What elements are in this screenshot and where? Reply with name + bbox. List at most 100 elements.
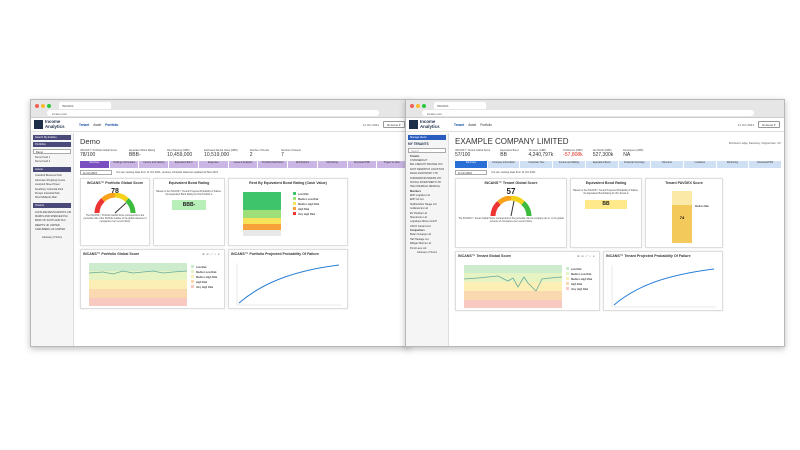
tab[interactable]: Monitoring bbox=[317, 161, 347, 168]
sidebar-item-tenant[interactable]: BAL FREIGHT FRANCE LTD bbox=[410, 163, 443, 167]
global-score-card: INCANS™ Tenant Global Score 57 The INCAN… bbox=[455, 178, 567, 248]
manage-alerts-button[interactable]: Manage Alerts bbox=[408, 135, 446, 140]
global-score-line-chart: Low Risk Medium Low Risk Medium High Ris… bbox=[463, 265, 593, 308]
tab[interactable]: Project to Jobs bbox=[377, 161, 407, 168]
sidebar-item-member[interactable]: EDH Logistics Ltd bbox=[410, 194, 430, 198]
summary-stats: INCANS™ Tenant Global Score 57/100 Equiva… bbox=[455, 149, 644, 158]
portfolio-global-score-chart: INCANS™ Portfolio Global Score ⊕ ⊖ ⤢ ⌂ ≡… bbox=[80, 249, 225, 309]
sidebar-item-competitor[interactable]: Bolan Grouppe Ltd bbox=[410, 233, 431, 237]
svg-text:High Risk: High Risk bbox=[571, 282, 583, 286]
nav-asset[interactable]: Asset bbox=[93, 123, 102, 127]
tab[interactable]: Distributions bbox=[288, 161, 317, 168]
sidebar-item-member[interactable]: EDH Gh Ltd bbox=[410, 198, 424, 202]
logo[interactable]: Income Analytics bbox=[409, 119, 440, 130]
tab[interactable]: Expenses bbox=[198, 161, 228, 168]
svg-text:Low Risk: Low Risk bbox=[298, 192, 309, 196]
tab[interactable]: Download PDF bbox=[347, 161, 377, 168]
tab[interactable]: Holdings Information bbox=[109, 161, 139, 168]
date-select[interactable]: 11 Oct 2021 bbox=[455, 170, 487, 175]
tab[interactable]: Equivalent Bond bbox=[585, 161, 618, 168]
bond-rating-badge: BBB- bbox=[172, 200, 206, 210]
user-menu-button[interactable]: Hi demo ▾ bbox=[383, 121, 405, 128]
tenant-pof-chart: INCANS™ Tenant Projected Probability Of … bbox=[603, 251, 723, 311]
pavdex-score-card: Tenant PAVDEX Score 74 Medium Risk bbox=[645, 178, 723, 248]
sidebar-item-tenant[interactable]: TEE CHEMICAL MEDICAL bbox=[410, 185, 441, 189]
sidebar-item-asset[interactable]: Southbury Industrial Park bbox=[35, 187, 64, 191]
tab[interactable]: Equivalent Bond bbox=[169, 161, 198, 168]
score-value: 78 bbox=[111, 188, 119, 195]
tab[interactable]: Corporate Tree bbox=[520, 161, 553, 168]
tab[interactable]: Financial Summary bbox=[618, 161, 651, 168]
sidebar-item-tenant[interactable]: CHANNEDIGIT bbox=[410, 159, 428, 163]
sidebar-item-tenant[interactable]: FORWARD BUSINESS LTD bbox=[410, 176, 442, 180]
browser-tab[interactable]: INCANS bbox=[434, 102, 486, 109]
tab[interactable]: Income and Rating bbox=[553, 161, 585, 168]
date-select[interactable]: 11 Oct 2021 bbox=[80, 170, 112, 175]
chart-toolbar-icons[interactable]: ⊕ ⊖ ⤢ ⌂ ≡ bbox=[202, 252, 220, 256]
tab[interactable]: Directors bbox=[651, 161, 683, 168]
tab[interactable]: Download PDF bbox=[749, 161, 782, 168]
sidebar-item-competitor[interactable]: Pond Lane Ltd bbox=[410, 246, 427, 250]
sidebar-item-asset[interactable]: Glenrowe Shopping Centre bbox=[35, 178, 66, 182]
sidebar-item-portfolio[interactable]: Demo Fund 2 bbox=[35, 160, 51, 164]
logo[interactable]: Income Analytics bbox=[34, 119, 65, 130]
tab[interactable]: Portfolio Distribution bbox=[258, 161, 288, 168]
score-gauge bbox=[94, 193, 136, 214]
tab-summary[interactable]: Summary bbox=[80, 161, 109, 168]
tab-summary[interactable]: Summary bbox=[455, 161, 487, 168]
nav-portfolio[interactable]: Portfolio bbox=[480, 123, 492, 127]
sidebar-item-member[interactable]: Staffordshire Hauge Ltd bbox=[410, 202, 437, 206]
svg-text:Medium Low Risk: Medium Low Risk bbox=[571, 272, 592, 276]
main-nav: Tenant Asset Portfolio bbox=[454, 123, 492, 127]
sidebar-item-asset[interactable]: Liverpool Street Tower bbox=[35, 183, 60, 187]
sidebar-item-member[interactable]: Shankmore Ltd bbox=[410, 215, 427, 219]
tab[interactable]: Monitoring bbox=[716, 161, 749, 168]
tab[interactable]: Company Information bbox=[487, 161, 520, 168]
svg-text:Very High Risk: Very High Risk bbox=[298, 212, 316, 216]
sidebar-item-asset[interactable]: Crawford Business Park bbox=[35, 174, 62, 178]
sidebar-item-competitor[interactable]: Milligan Marine Ltd bbox=[410, 242, 431, 246]
address-bar[interactable]: incans.com bbox=[47, 110, 379, 116]
sidebar-item-tenant[interactable]: JACKLINE RESTAURANTS LIMITED bbox=[35, 210, 71, 214]
logo-icon bbox=[34, 120, 43, 130]
browser-chrome: INCANS incans.com bbox=[31, 100, 409, 118]
sidebar-item-tenant[interactable]: BANK OF SCOTLAND PLC bbox=[35, 219, 66, 223]
sidebar-item-tenant[interactable]: MARKS AND SPENCER PLC bbox=[35, 215, 69, 219]
sidebar-item-member[interactable]: Logistique Mines GmbH bbox=[410, 220, 437, 224]
address-bar[interactable]: incans.com bbox=[422, 110, 754, 116]
svg-text:Low Risk: Low Risk bbox=[571, 267, 582, 271]
bond-rating-card: Equivalent Bond Rating Based on the INCA… bbox=[153, 178, 225, 246]
sidebar-item-member[interactable]: Gulfanomics Ltd bbox=[410, 207, 429, 211]
tab[interactable]: Income and Valuing bbox=[139, 161, 169, 168]
sidebar-item-tenant[interactable]: CARLSBERG UK LIMITED bbox=[35, 228, 66, 232]
glossary-link[interactable]: Glossary of Terms bbox=[41, 235, 63, 239]
header-date: 11 Oct 2021 bbox=[362, 123, 379, 127]
sidebar-search-head[interactable]: Search My Entities bbox=[33, 135, 71, 140]
nav-portfolio[interactable]: Portfolio bbox=[105, 123, 119, 127]
user-menu-button[interactable]: Hi demo ▾ bbox=[758, 121, 780, 128]
nav-asset[interactable]: Asset bbox=[468, 123, 477, 127]
browser-tab[interactable]: INCANS bbox=[59, 102, 111, 109]
sidebar-item-competitor[interactable]: Hall Haulage Ltd bbox=[410, 237, 429, 241]
glossary-link[interactable]: Glossary of Terms bbox=[416, 250, 438, 254]
sidebar-item-tenant[interactable]: DEEPTS UK LIMITED bbox=[35, 223, 60, 227]
sidebar-item-tenant[interactable]: FIELD AGRONOMY LTD bbox=[410, 172, 438, 176]
section-tabs: Summary Company Information Corporate Tr… bbox=[455, 161, 782, 168]
portfolio-window: INCANS incans.com Income Analytics Tenant… bbox=[30, 99, 410, 347]
nav-tenant[interactable]: Tenant bbox=[454, 123, 465, 127]
score-gauge bbox=[490, 196, 532, 217]
sidebar-item-member[interactable]: EV Rooftop Ltd bbox=[410, 211, 427, 215]
tab[interactable]: Locations bbox=[683, 161, 716, 168]
sidebar-item-tenant[interactable]: FAST DESPATCH LOGISTICS bbox=[410, 167, 445, 171]
portfolio-search-input[interactable]: Demo bbox=[33, 149, 71, 154]
tenant-window: INCANS incans.com Income Analytics Tenant… bbox=[405, 99, 785, 347]
sidebar-item-member[interactable]: ASCO Garrard Ltd bbox=[410, 224, 431, 228]
chart-toolbar-icons[interactable]: ⊕ ⊖ ⤢ ⌂ ≡ bbox=[577, 254, 595, 258]
tenant-search-input[interactable]: Search bbox=[408, 148, 446, 153]
sidebar-item-asset[interactable]: Puropo Industrial Park bbox=[35, 191, 60, 195]
tab[interactable]: Lease & Analytics bbox=[228, 161, 258, 168]
sidebar-item-portfolio[interactable]: Demo Fund 1 bbox=[35, 155, 51, 159]
sidebar-item-tenant[interactable]: SOCIAL INVESTMENT LTD bbox=[410, 180, 442, 184]
nav-tenant[interactable]: Tenant bbox=[79, 123, 90, 127]
sidebar-item-asset[interactable]: West Midlands Mall bbox=[35, 196, 57, 200]
